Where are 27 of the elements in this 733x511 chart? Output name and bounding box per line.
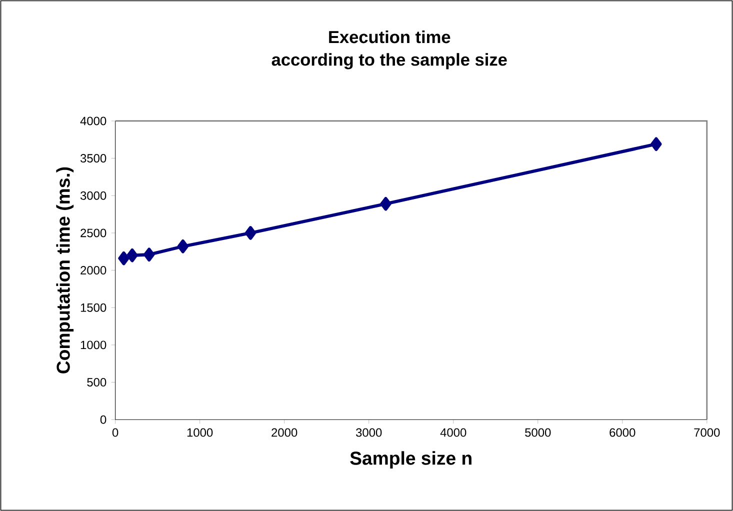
point [177,239,188,254]
point [244,226,256,240]
y-axis-title: Computation time (ms.) [56,167,74,374]
y-tick-label: 3000 [80,191,106,200]
y-tick-label: 0 [100,415,106,424]
point [650,137,662,151]
x-tick-label: 4000 [440,428,466,437]
x-tick-label: 6000 [610,428,636,437]
y-tick-label: 500 [87,378,106,386]
point [118,251,130,266]
x-tick-label: 2000 [272,428,298,437]
y-tick-label: 1000 [80,340,106,350]
x-tick-label: 0 [112,428,118,437]
x-tick-label: 1000 [187,428,213,437]
y-tick-label: 4000 [80,116,106,126]
x-axis-title: Sample size n [350,451,472,468]
chart-title: Execution time according to the sample size [272,30,507,70]
point [126,248,138,262]
point [380,196,392,211]
x-tick-label: 3000 [356,428,382,437]
y-tick-label: 2000 [80,266,106,274]
x-tick-label: 7000 [694,428,720,437]
x-tick-label: 5000 [525,428,551,437]
y-tick-label: 1500 [80,303,106,312]
point [144,248,155,262]
y-tick-label: 3500 [80,154,106,162]
y-tick-label: 2500 [80,228,106,238]
